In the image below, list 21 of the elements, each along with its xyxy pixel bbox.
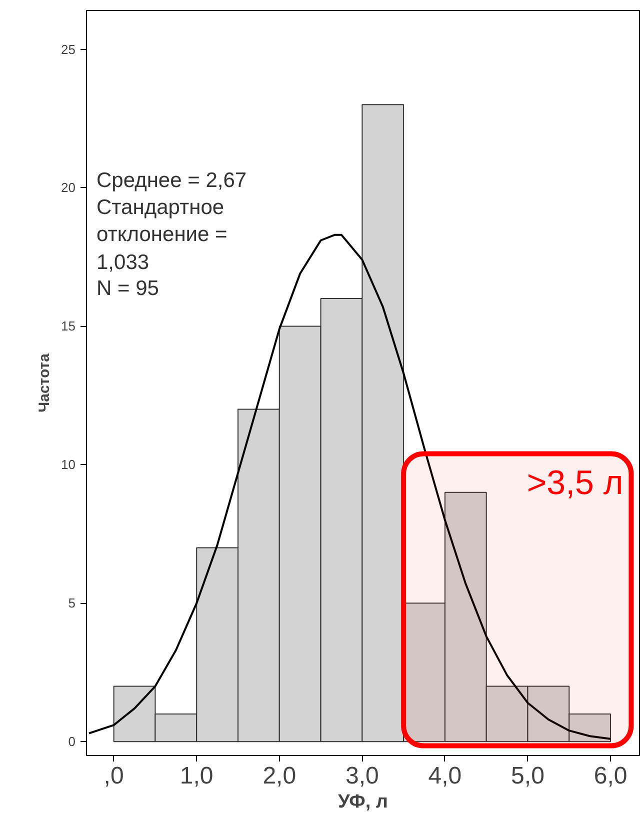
annotation: отклонение = bbox=[96, 223, 228, 246]
annotation: 1,033 bbox=[96, 251, 150, 274]
y-tick-label: 25 bbox=[61, 42, 76, 57]
y-tick-label: 0 bbox=[68, 734, 76, 750]
x-tick-label: ,0 bbox=[104, 762, 124, 790]
x-axis-title: УФ, л bbox=[338, 792, 388, 812]
annotation: N = 95 bbox=[96, 277, 159, 300]
y-axis-title: Частота bbox=[36, 352, 54, 412]
x-tick-label: 6,0 bbox=[594, 762, 628, 790]
y-tick-label: 20 bbox=[61, 180, 76, 196]
band-label: >3,5 л bbox=[526, 464, 624, 502]
x-tick-label: 3,0 bbox=[345, 762, 379, 790]
y-tick-label: 5 bbox=[68, 596, 76, 611]
x-tick-label: 2,0 bbox=[262, 762, 296, 790]
annotation: Среднее = 2,67 bbox=[96, 169, 247, 192]
annotation: Стандартное bbox=[96, 196, 224, 219]
x-tick-label: 5,0 bbox=[511, 762, 544, 790]
y-tick-label: 15 bbox=[61, 318, 76, 334]
x-tick-label: 4,0 bbox=[428, 762, 462, 790]
y-tick-label: 10 bbox=[61, 457, 76, 472]
x-tick-label: 1,0 bbox=[180, 762, 214, 790]
